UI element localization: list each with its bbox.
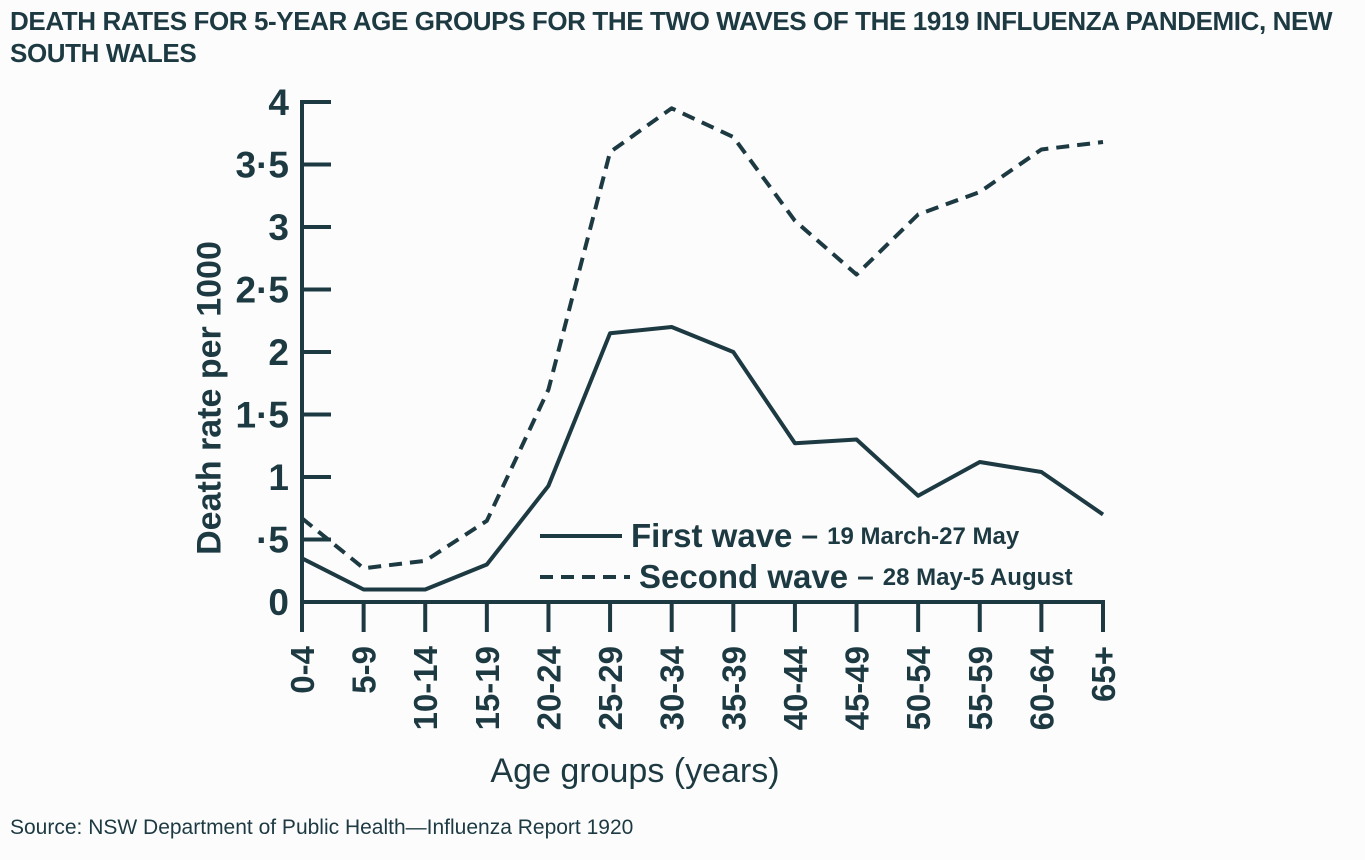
- y-tick-label: 3·5: [236, 145, 289, 186]
- solid-line-swatch: [540, 533, 622, 538]
- legend-separator: –: [857, 559, 874, 593]
- y-tick-label: 3: [268, 207, 289, 248]
- y-tick-label: 2·5: [236, 270, 289, 311]
- x-tick-label: 30-34: [654, 645, 691, 730]
- chart-legend: First wave – 19 March-27 May Second wave…: [540, 515, 1073, 597]
- x-tick-label: 45-49: [839, 646, 876, 730]
- chart-title-line-2: SOUTH WALES: [10, 37, 197, 68]
- y-tick-label: ·5: [256, 520, 289, 561]
- legend-row-second-wave: Second wave – 28 May-5 August: [540, 556, 1073, 597]
- x-tick-label: 5-9: [346, 646, 383, 694]
- y-tick-label: 2: [268, 332, 289, 373]
- legend-dates-second-wave: 28 May-5 August: [882, 564, 1073, 591]
- x-tick-label: 15-19: [469, 646, 506, 730]
- y-tick-label: 0: [268, 582, 289, 623]
- first-wave-line: [301, 325, 1105, 592]
- legend-label-first-wave: First wave: [631, 516, 793, 554]
- chart-title: DEATH RATES FOR 5-YEAR AGE GROUPS FOR TH…: [10, 6, 1360, 69]
- x-tick-label: 10-14: [407, 645, 444, 730]
- y-axis-label: Death rate per 1000: [190, 241, 229, 555]
- legend-separator: –: [801, 518, 819, 552]
- x-tick-label: 0-4: [284, 645, 321, 693]
- y-tick-label: 1·5: [236, 395, 289, 436]
- x-tick-label: 20-24: [530, 645, 567, 730]
- source-citation: Source: NSW Department of Public Health—…: [10, 816, 634, 839]
- x-tick-label: 50-54: [900, 645, 937, 730]
- y-tick-label: 4: [268, 82, 289, 123]
- chart-title-line-1: DEATH RATES FOR 5-YEAR AGE GROUPS FOR TH…: [10, 6, 1333, 36]
- x-tick-label: 40-44: [777, 645, 814, 730]
- legend-row-first-wave: First wave – 19 March-27 May: [540, 515, 1073, 556]
- line-chart-canvas: 0 ·5 1 1·5 2 2·5 3 3·5 4 0-4 5-9 10-14 15-19 20-24 25-…: [236, 82, 1122, 730]
- x-tick-label: 60-64: [1023, 645, 1060, 730]
- legend-dates-first-wave: 19 March-27 May: [827, 523, 1020, 550]
- x-tick-label: 35-39: [715, 646, 752, 730]
- dashed-line-swatch: [540, 574, 630, 579]
- legend-label-second-wave: Second wave: [639, 557, 849, 595]
- x-tick-label: 55-59: [962, 646, 999, 730]
- x-axis-label: Age groups (years): [490, 752, 780, 790]
- x-tick-label: 25-29: [592, 646, 629, 730]
- y-tick-label: 1: [268, 457, 289, 498]
- second-wave-line: [300, 106, 1104, 571]
- x-tick-label: 65+: [1085, 646, 1122, 702]
